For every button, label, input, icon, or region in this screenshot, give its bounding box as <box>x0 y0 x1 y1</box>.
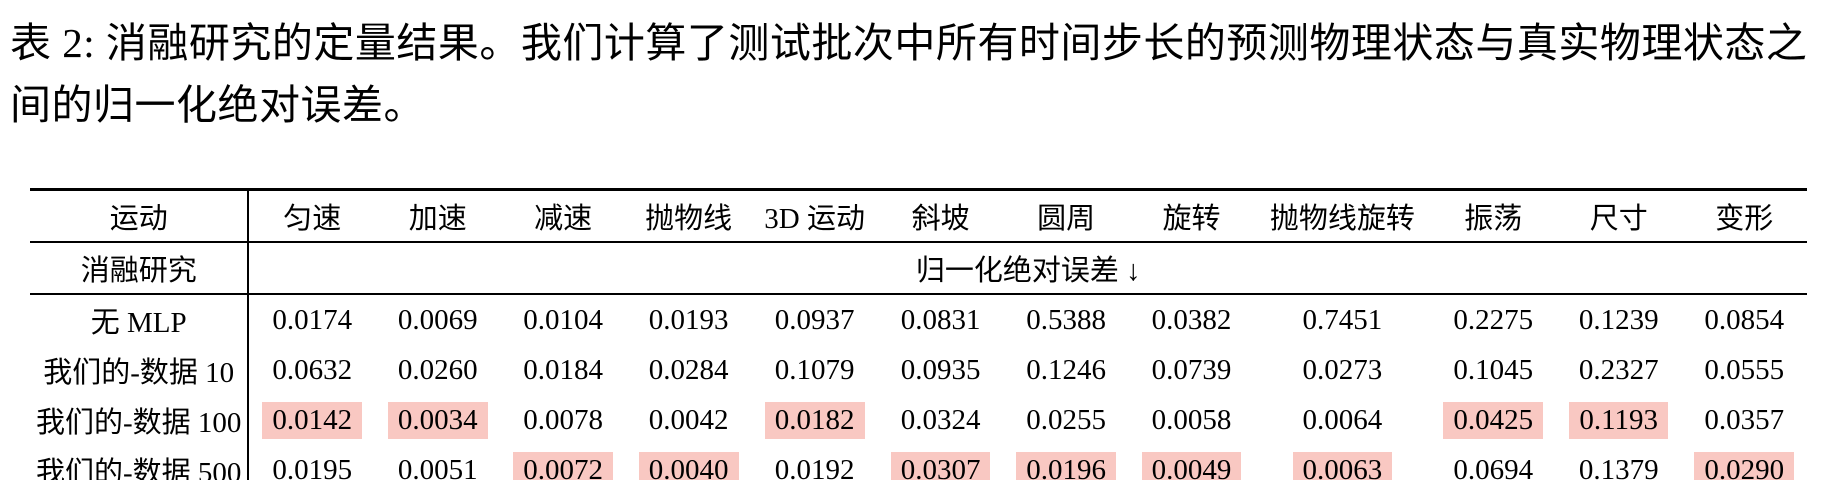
column-header: 抛物线旋转 <box>1254 189 1431 243</box>
table-cell: 0.0694 <box>1453 453 1534 480</box>
table-cell: 0.0290 <box>1681 445 1807 480</box>
table-cell: 0.0072 <box>500 445 625 480</box>
table-cell: 0.0255 <box>1026 403 1106 436</box>
column-header: 尺寸 <box>1555 189 1682 243</box>
table-cell: 0.0069 <box>397 303 478 336</box>
table-cell: 0.0937 <box>774 303 855 336</box>
table-cell: 0.0058 <box>1151 403 1232 436</box>
results-table-container: 运动 匀速 加速 减速 抛物线 3D 运动 斜坡 圆周 旋转 抛物线旋转 振荡 … <box>30 188 1807 480</box>
table-cell: 0.1379 <box>1578 453 1659 480</box>
table-cell: 0.0196 <box>1003 445 1128 480</box>
column-header: 圆周 <box>1003 189 1129 243</box>
table-cell: 0.1239 <box>1578 303 1659 336</box>
table-cell: 0.1246 <box>1026 353 1106 386</box>
table-cell: 0.0040 <box>626 445 751 480</box>
table-cell: 0.0078 <box>523 403 604 436</box>
table-cell: 0.0195 <box>272 453 353 480</box>
column-header: 斜坡 <box>877 189 1004 243</box>
row-label: 我们的-数据 10 <box>30 345 250 395</box>
table-row: 我们的-数据 10 0.0632 0.0260 0.0184 0.0284 0.… <box>30 345 1807 395</box>
table-caption: 表 2: 消融研究的定量结果。我们计算了测试批次中所有时间步长的预测物理状态与真… <box>10 20 1808 128</box>
table-cell: 0.0260 <box>397 353 478 386</box>
table-cell: 0.0104 <box>523 303 604 336</box>
table-cell: 0.1079 <box>774 353 855 386</box>
table-cell: 0.0935 <box>900 353 981 386</box>
table-cell: 0.0831 <box>900 303 981 336</box>
row-label: 我们的-数据 100 <box>30 395 250 445</box>
row-label: 无 MLP <box>30 294 250 345</box>
column-header: 旋转 <box>1128 189 1255 243</box>
table-row: 无 MLP 0.0174 0.0069 0.0104 0.0193 0.0937… <box>30 294 1807 345</box>
table-cell: 0.2327 <box>1578 353 1659 386</box>
column-header: 加速 <box>375 189 501 243</box>
table-subheader-row: 消融研究 归一化绝对误差 ↓ <box>30 242 1807 295</box>
table-cell: 0.0425 <box>1431 395 1556 445</box>
table-cell: 0.5388 <box>1026 303 1106 336</box>
table-cell: 0.0193 <box>648 303 729 336</box>
subheader-label: 消融研究 <box>30 242 250 295</box>
table-cell: 0.0174 <box>272 303 353 336</box>
table-cell: 0.2275 <box>1453 303 1534 336</box>
column-header: 变形 <box>1681 189 1807 243</box>
column-header: 抛物线 <box>625 189 752 243</box>
table-cell: 0.0063 <box>1254 445 1430 480</box>
table-cell: 0.0142 <box>248 395 375 445</box>
table-cell: 0.0555 <box>1704 353 1785 386</box>
table-cell: 0.0034 <box>375 395 500 445</box>
column-header: 减速 <box>500 189 626 243</box>
table-row: 我们的-数据 100 0.0142 0.0034 0.0078 0.0042 0… <box>30 395 1807 445</box>
column-header: 3D 运动 <box>751 189 878 243</box>
table-cell: 0.0307 <box>878 445 1003 480</box>
table-cell: 0.0632 <box>272 353 353 386</box>
table-cell: 0.0182 <box>751 395 878 445</box>
table-cell: 0.0049 <box>1129 445 1254 480</box>
table-cell: 0.0064 <box>1302 403 1383 436</box>
table-cell: 0.0739 <box>1151 353 1232 386</box>
table-cell: 0.0051 <box>397 453 478 480</box>
table-cell: 0.0042 <box>648 403 729 436</box>
table-cell: 0.0357 <box>1704 403 1785 436</box>
results-table: 运动 匀速 加速 减速 抛物线 3D 运动 斜坡 圆周 旋转 抛物线旋转 振荡 … <box>30 188 1807 480</box>
table-row: 我们的-数据 500 0.0195 0.0051 0.0072 0.0040 0… <box>30 445 1807 480</box>
table-cell: 0.1045 <box>1453 353 1534 386</box>
table-cell: 0.0192 <box>774 453 855 480</box>
column-header: 振荡 <box>1430 189 1556 243</box>
row-label: 我们的-数据 500 <box>30 445 250 480</box>
table-cell: 0.0273 <box>1302 353 1383 386</box>
table-cell: 0.1193 <box>1556 395 1681 445</box>
table-cell: 0.0284 <box>648 353 729 386</box>
table-cell: 0.7451 <box>1302 303 1383 336</box>
table-cell: 0.0854 <box>1704 303 1785 336</box>
table-cell: 0.0184 <box>523 353 604 386</box>
table-cell: 0.0324 <box>900 403 981 436</box>
metric-span-label: 归一化绝对误差 ↓ <box>248 242 1807 295</box>
table-header-row: 运动 匀速 加速 减速 抛物线 3D 运动 斜坡 圆周 旋转 抛物线旋转 振荡 … <box>30 189 1807 243</box>
column-header: 匀速 <box>248 189 375 243</box>
column-header-motion: 运动 <box>30 189 250 243</box>
table-cell: 0.0382 <box>1151 303 1232 336</box>
